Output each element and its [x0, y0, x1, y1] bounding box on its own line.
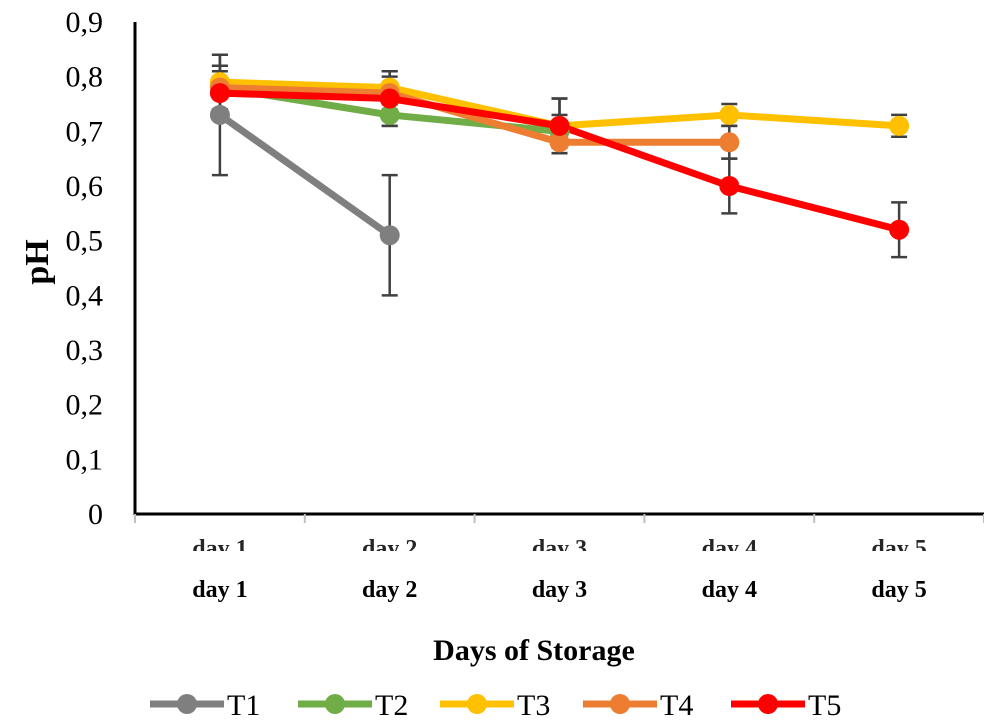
series-line-T4: [216, 84, 733, 146]
x-tick-label: day 4: [702, 577, 757, 603]
y-tick-label: 0,5: [66, 225, 104, 258]
data-point-T4: [549, 132, 570, 153]
legend: T1 T2 T3 T4 T5: [150, 689, 841, 722]
legend-item-T1: T1: [150, 689, 260, 722]
legend-item-T2: T2: [298, 689, 408, 722]
y-tick-label: 0: [88, 498, 103, 531]
data-point-T2: [379, 104, 400, 125]
legend-item-T4: T4: [583, 689, 693, 722]
data-point-T4: [719, 132, 740, 153]
x-tick-label: day 3: [532, 577, 587, 603]
y-axis-title: pH: [19, 239, 56, 284]
legend-label: T3: [517, 689, 550, 722]
legend-label: T2: [375, 689, 408, 722]
legend-swatch-marker: [177, 694, 197, 714]
data-point-T5: [889, 219, 910, 240]
series-line-T1: [216, 111, 394, 239]
x-axis-title: Days of Storage: [433, 634, 635, 667]
data-point-T3: [719, 104, 740, 125]
legend-item-T5: T5: [731, 689, 841, 722]
legend-item-T3: T3: [440, 689, 550, 722]
x-tick-label-ghost: day 4: [702, 536, 757, 562]
y-tick-labels: 0 0,1 0,2 0,3 0,4 0,5 0,6 0,7 0,8 0,9: [66, 6, 104, 531]
series-points: [209, 72, 910, 246]
legend-label: T1: [227, 689, 260, 722]
y-tick-label: 0,6: [66, 170, 104, 203]
data-point-T1: [209, 104, 230, 125]
y-tick-label: 0,7: [66, 115, 104, 148]
y-tick-label: 0,9: [66, 6, 104, 39]
x-tick-label: day 1: [192, 577, 247, 603]
x-tick-label-ghost: day 1: [192, 536, 247, 562]
data-point-T1: [379, 225, 400, 246]
x-tick-label-ghost: day 3: [532, 536, 587, 562]
legend-swatch-marker: [467, 694, 487, 714]
legend-swatch-marker: [758, 694, 778, 714]
x-tick-label: day 2: [362, 577, 417, 603]
y-tick-label: 0,3: [66, 334, 104, 367]
x-tick-labels: day 1 day 2 day 3 day 4 day 5 day 1 day 2 day 3…: [192, 536, 927, 603]
x-tick-label-ghost: day 5: [871, 536, 926, 562]
legend-swatch-marker: [325, 694, 345, 714]
data-point-T5: [549, 115, 570, 136]
data-point-T3: [889, 115, 910, 136]
y-tick-label: 0,1: [66, 443, 104, 476]
legend-label: T5: [808, 689, 841, 722]
x-tick-label-ghost: day 2: [362, 536, 417, 562]
data-point-T5: [209, 83, 230, 104]
data-point-T5: [719, 176, 740, 196]
data-point-T5: [379, 88, 400, 109]
axes: [133, 22, 984, 523]
legend-swatch-marker: [610, 694, 630, 714]
x-tick-label: day 5: [871, 577, 926, 603]
y-tick-label: 0,2: [66, 389, 104, 422]
x-tick-label-overflow: day 1 day 2 day 3 day 4 day 5: [192, 536, 927, 562]
y-tick-label: 0,8: [66, 61, 104, 94]
y-tick-label: 0,4: [66, 279, 104, 312]
legend-label: T4: [660, 689, 693, 722]
